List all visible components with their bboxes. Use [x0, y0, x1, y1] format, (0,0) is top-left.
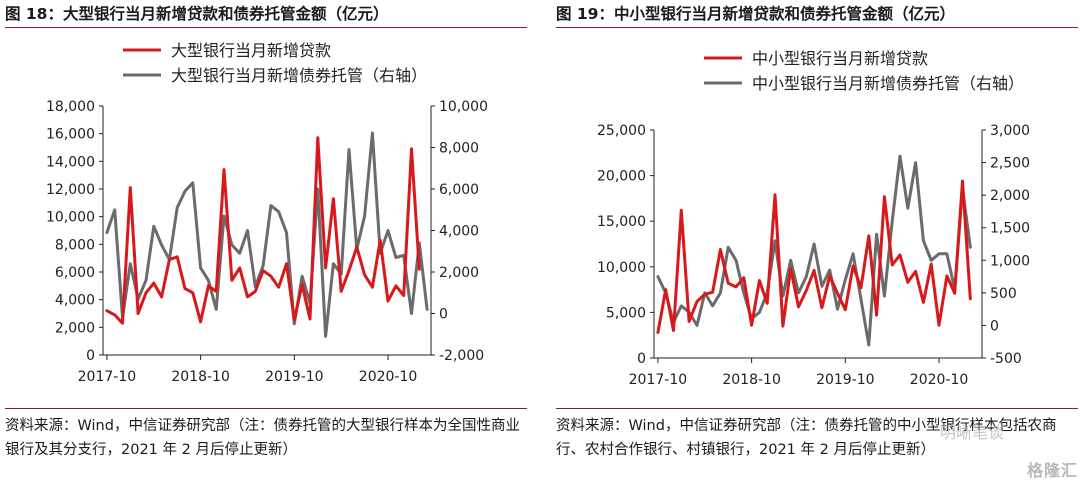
y-tick-label-right: -500 [990, 351, 1022, 367]
title-rule [5, 27, 527, 28]
y-tick-label-left: 18,000 [46, 99, 95, 115]
legend-label: 大型银行当月新增贷款 [171, 41, 331, 60]
title-rule [556, 27, 1078, 28]
figure-title: 图 19：中小型银行当月新增贷款和债券托管金额（亿元） [556, 5, 955, 23]
y-tick-label-right: 6,000 [439, 182, 479, 198]
series-line-loans [656, 179, 972, 334]
y-tick-label-left: 10,000 [46, 210, 95, 226]
watermark-logo: 格隆汇 [1026, 461, 1078, 480]
y-tick-label-right: 10,000 [439, 99, 488, 115]
chart-svg-left: 0 2,000 4,000 6,000 8,000 10,000 12,000 14,000 1… [46, 41, 488, 385]
y-tick-label-right: 2,500 [990, 156, 1030, 172]
source-note: 资料来源：Wind，中信证券研究部（注：债券托管的大型银行样本为全国性商业银行及… [5, 418, 520, 458]
y-tick-label-right: 0 [990, 318, 999, 334]
y-tick-label-right: 500 [990, 286, 1017, 302]
y-tick-label-left: 15,000 [597, 214, 646, 230]
y-tick-label-right: -2,000 [439, 348, 484, 364]
y-tick-label-right: 3,000 [990, 123, 1030, 139]
y-tick-label-left: 16,000 [46, 127, 95, 143]
series-line-loans [105, 136, 421, 325]
x-tick-label: 2017-10 [629, 372, 688, 388]
y-tick-label-right: 1,500 [990, 221, 1030, 237]
chart-panel-left: 图 18：大型银行当月新增贷款和债券托管金额（亿元） 0 2,000 4,000 6,… [5, 0, 535, 491]
y-tick-label-right: 8,000 [439, 141, 479, 157]
x-tick-label: 2020-10 [359, 369, 418, 385]
y-tick-label-left: 2,000 [55, 320, 95, 336]
y-tick-label-left: 14,000 [46, 154, 95, 170]
y-tick-label-right: 2,000 [439, 265, 479, 281]
y-tick-label-left: 8,000 [55, 237, 95, 253]
y-tick-label-right: 0 [439, 307, 448, 323]
legend-label: 中小型银行当月新增贷款 [752, 49, 928, 68]
y-tick-label-left: 20,000 [597, 169, 646, 185]
chart-svg-right: 0 5,000 10,000 15,000 20,000 25,000 -500 0 500 1,… [597, 49, 1030, 388]
y-tick-label-right: 1,000 [990, 253, 1030, 269]
x-tick-label: 2018-10 [722, 372, 781, 388]
source-rule [556, 408, 1078, 409]
x-tick-label: 2020-10 [910, 372, 969, 388]
y-tick-label-left: 12,000 [46, 182, 95, 198]
x-tick-label: 2017-10 [78, 369, 137, 385]
y-tick-label-right: 2,000 [990, 188, 1030, 204]
y-tick-label-left: 10,000 [597, 260, 646, 276]
source-rule [5, 408, 527, 409]
y-tick-label-left: 5,000 [606, 305, 646, 321]
source-note: 资料来源：Wind，中信证券研究部（注：债券托管的中小型银行样本包括农商行、农村… [556, 418, 1057, 458]
y-tick-label-left: 0 [86, 348, 95, 364]
watermark-logo: 明晰笔谈 [939, 423, 1004, 442]
series-line-bonds [656, 154, 972, 347]
legend-label: 中小型银行当月新增债券托管（右轴） [752, 74, 1024, 93]
legend-label: 大型银行当月新增债券托管（右轴） [171, 66, 427, 85]
x-tick-label: 2018-10 [171, 369, 230, 385]
y-tick-label-left: 0 [637, 351, 646, 367]
chart-panel-right: 图 19：中小型银行当月新增贷款和债券托管金额（亿元） 0 5,000 10,000… [556, 0, 1080, 491]
y-tick-label-left: 4,000 [55, 293, 95, 309]
y-tick-label-right: 4,000 [439, 224, 479, 240]
x-tick-label: 2019-10 [265, 369, 324, 385]
series-line-bonds [105, 131, 429, 338]
figure-title: 图 18：大型银行当月新增贷款和债券托管金额（亿元） [5, 5, 389, 23]
y-tick-label-left: 25,000 [597, 123, 646, 139]
y-tick-label-left: 6,000 [55, 265, 95, 281]
x-tick-label: 2019-10 [816, 372, 875, 388]
